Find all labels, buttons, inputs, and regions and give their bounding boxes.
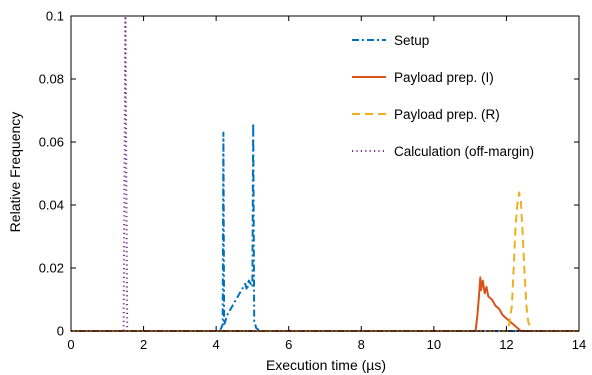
legend-label-3: Calculation (off-margin) — [394, 144, 534, 159]
x-tick-label: 14 — [572, 337, 586, 352]
y-tick-label: 0.08 — [39, 72, 64, 87]
y-tick-label: 0.04 — [39, 198, 64, 213]
x-tick-label: 4 — [213, 337, 220, 352]
legend-label-1: Payload prep. (I) — [394, 70, 494, 85]
axes-layer: 0 2 4 6 8 10 12 14 0 0.02 0.04 0.06 0.08 0.1 — [39, 9, 587, 353]
series-line-2 — [71, 191, 579, 332]
y-tick-label: 0.02 — [39, 261, 64, 276]
y-axis-title: Relative Frequency — [7, 112, 23, 233]
series-line-1 — [71, 276, 579, 332]
x-tick-label: 6 — [285, 337, 292, 352]
plot-frame — [70, 15, 580, 332]
x-tick-label: 2 — [140, 337, 147, 352]
legend: Setup Payload prep. (I) Payload prep. (R) C… — [352, 33, 534, 159]
y-tick-label: 0.06 — [39, 135, 64, 150]
legend-label-0: Setup — [394, 33, 429, 48]
y-tick-label: 0.1 — [46, 9, 64, 24]
series-line-3 — [71, 15, 579, 332]
y-tick-label: 0 — [57, 324, 64, 339]
series-layer — [71, 15, 579, 332]
x-tick-label: 10 — [427, 337, 441, 352]
x-tick-label: 8 — [358, 337, 365, 352]
legend-label-2: Payload prep. (R) — [394, 107, 500, 122]
x-tick-label: 0 — [67, 337, 74, 352]
x-axis-title: Execution time (µs) — [266, 357, 386, 373]
series-line-0 — [71, 122, 579, 332]
x-tick-label: 12 — [499, 337, 513, 352]
